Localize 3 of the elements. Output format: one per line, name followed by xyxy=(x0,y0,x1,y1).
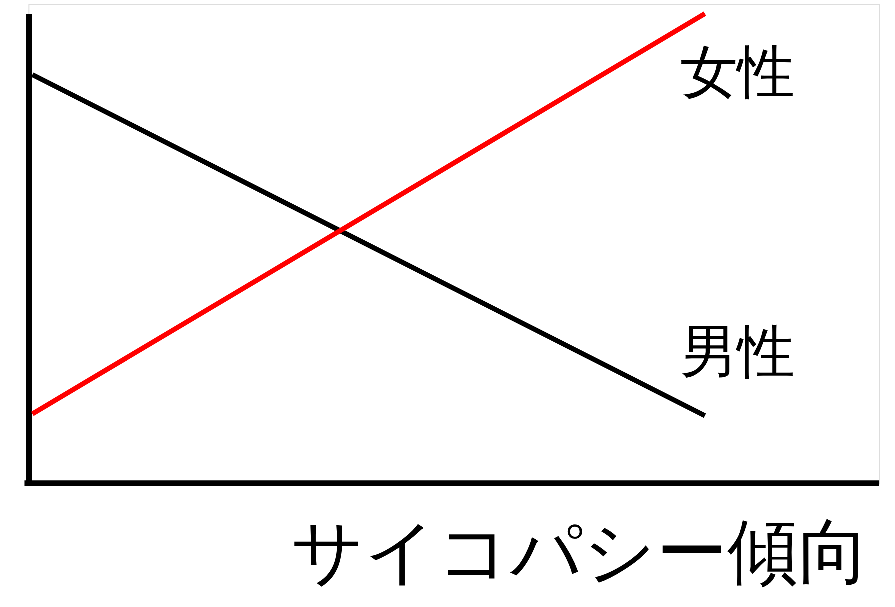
series-label: 女性 xyxy=(680,38,794,106)
x-axis-title: サイコパシー傾向 xyxy=(291,510,870,594)
series-label: 男性 xyxy=(680,318,794,386)
